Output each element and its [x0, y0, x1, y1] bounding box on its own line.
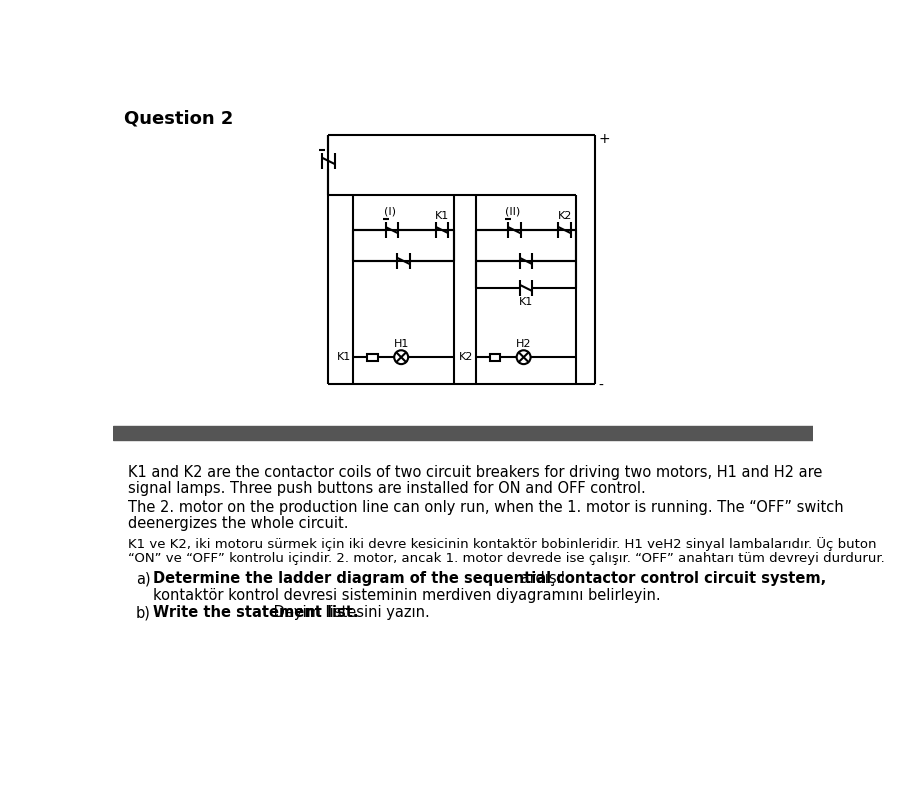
Text: H2: H2	[515, 339, 530, 349]
Bar	[367, 354, 378, 361]
Text: +: +	[597, 132, 609, 146]
Text: Question 2: Question 2	[124, 109, 233, 127]
Text: K1 and K2 are the contactor coils of two circuit breakers for driving two motors: K1 and K2 are the contactor coils of two…	[128, 465, 822, 480]
Text: H1: H1	[393, 339, 409, 349]
Text: Write the statement list.: Write the statement list.	[153, 605, 358, 620]
Text: -: -	[597, 378, 603, 393]
Text: Deyim listesini yazın.: Deyim listesini yazın.	[269, 605, 429, 620]
Text: “ON” ve “OFF” kontrolu içindir. 2. motor, ancak 1. motor devrede ise çalışır. “O: “ON” ve “OFF” kontrolu içindir. 2. motor…	[128, 552, 884, 564]
Text: kontaktör kontrol devresi sisteminin merdiven diyagramını belirleyin.: kontaktör kontrol devresi sisteminin mer…	[153, 588, 660, 603]
Text: b): b)	[136, 605, 151, 620]
Text: ardışıl: ardışıl	[515, 572, 564, 587]
Text: signal lamps. Three push buttons are installed for ON and OFF control.: signal lamps. Three push buttons are ins…	[128, 481, 646, 496]
Text: The 2. motor on the production line can only run, when the 1. motor is running. : The 2. motor on the production line can …	[128, 500, 843, 515]
Text: (I): (I)	[384, 207, 396, 217]
Text: K1 ve K2, iki motoru sürmek için iki devre kesicinin kontaktör bobinleridir. H1 : K1 ve K2, iki motoru sürmek için iki dev…	[128, 537, 876, 550]
Text: (II): (II)	[504, 207, 520, 217]
Text: a): a)	[136, 572, 151, 587]
Text: K1: K1	[519, 297, 532, 307]
Text: K1: K1	[336, 352, 350, 363]
Text: K1: K1	[435, 211, 449, 221]
Bar	[113, 426, 812, 440]
Bar	[489, 354, 500, 361]
Text: deenergizes the whole circuit.: deenergizes the whole circuit.	[128, 516, 348, 531]
Text: Determine the ladder diagram of the sequential contactor control circuit system,: Determine the ladder diagram of the sequ…	[153, 572, 825, 587]
Text: K2: K2	[458, 352, 473, 363]
Text: K2: K2	[557, 211, 571, 221]
